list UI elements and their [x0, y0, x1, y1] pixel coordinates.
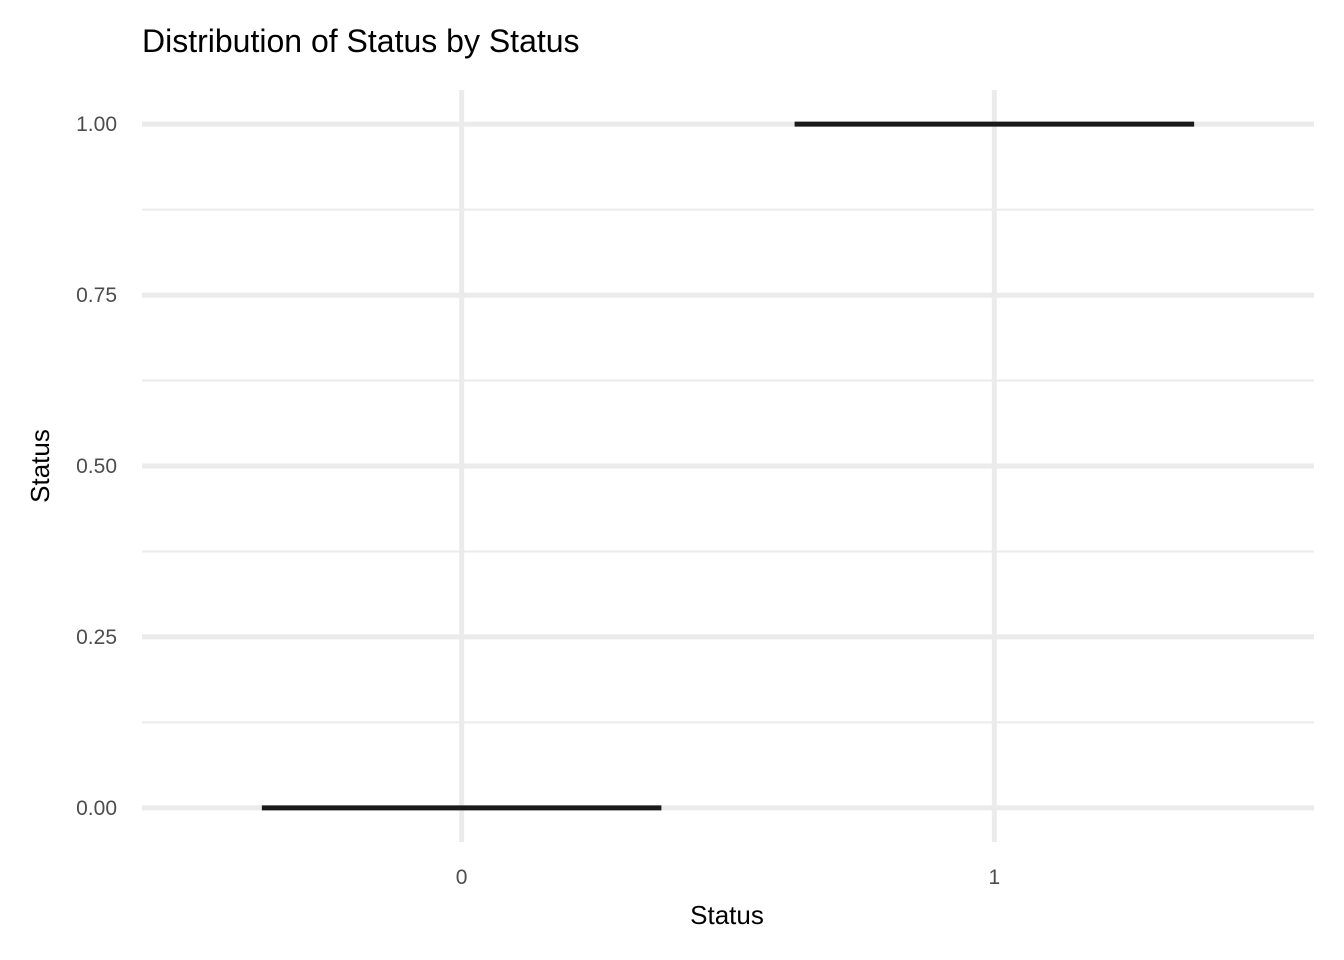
y-tick-label: 0.50 — [76, 455, 117, 478]
y-tick-label: 1.00 — [76, 113, 117, 136]
tick-layer: 0.00 0.25 0.50 0.75 1.00 0 1 — [76, 113, 1000, 889]
grid-layer — [142, 90, 1314, 842]
x-tick-label: 0 — [456, 866, 468, 889]
box-layer — [261, 121, 1195, 811]
x-axis-title: Status — [690, 900, 764, 930]
y-tick-label: 0.00 — [76, 797, 117, 820]
y-tick-label: 0.75 — [76, 284, 117, 307]
y-tick-label: 0.25 — [76, 626, 117, 649]
chart-title: Distribution of Status by Status — [142, 23, 580, 59]
x-tick-label: 1 — [989, 866, 1001, 889]
y-axis-title: Status — [25, 429, 55, 503]
